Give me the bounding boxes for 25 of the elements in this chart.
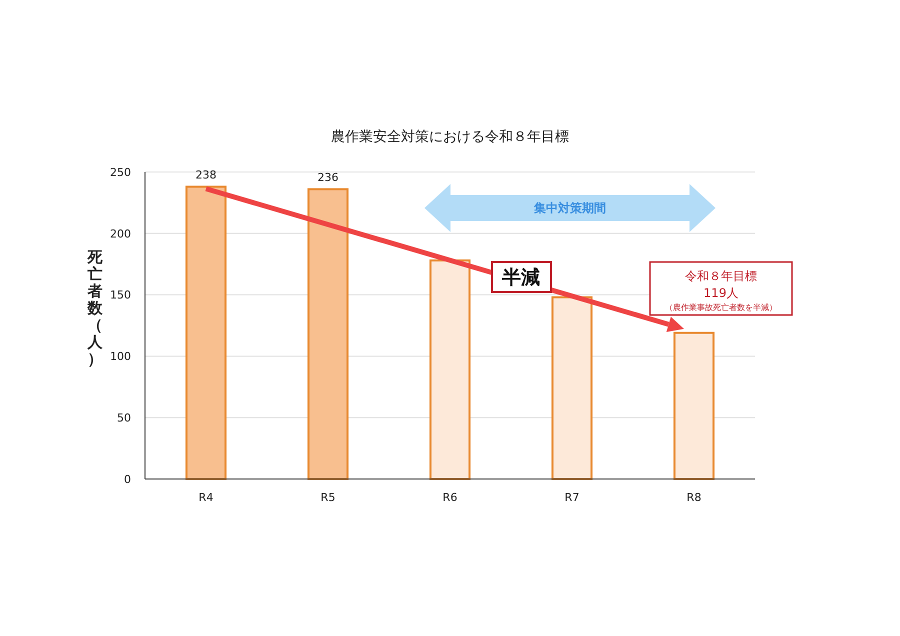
bar <box>429 259 471 480</box>
x-tick-label: R6 <box>442 491 458 504</box>
chart-title: 農作業安全対策における令和８年目標 <box>331 129 569 145</box>
data-label: 236 <box>318 171 338 184</box>
data-label: 238 <box>196 168 216 182</box>
annotation: 集中対策期間 <box>533 201 606 216</box>
x-tick-label: R5 <box>320 491 336 504</box>
annotation: 半減 <box>501 266 540 289</box>
x-tick-label: R8 <box>686 491 702 504</box>
y-tick-label: 100 <box>110 350 131 364</box>
bar <box>307 188 349 480</box>
annotation: 令和８年目標 <box>685 269 757 284</box>
bar <box>551 296 593 480</box>
x-tick-label: R7 <box>564 491 580 504</box>
bar <box>673 332 715 480</box>
y-tick-label: 150 <box>110 288 131 302</box>
annotation: （農作業事故死亡者数を半減） <box>665 302 777 312</box>
y-tick-label: 50 <box>117 411 131 424</box>
bar <box>185 186 227 480</box>
x-tick-label: R4 <box>198 491 214 504</box>
y-tick-label: 0 <box>124 472 131 486</box>
y-tick-label: 250 <box>110 166 131 179</box>
annotation: 119人 <box>704 286 738 300</box>
y-tick-label: 200 <box>110 227 131 240</box>
y-axis-title: 死亡者数（人） <box>86 248 104 368</box>
